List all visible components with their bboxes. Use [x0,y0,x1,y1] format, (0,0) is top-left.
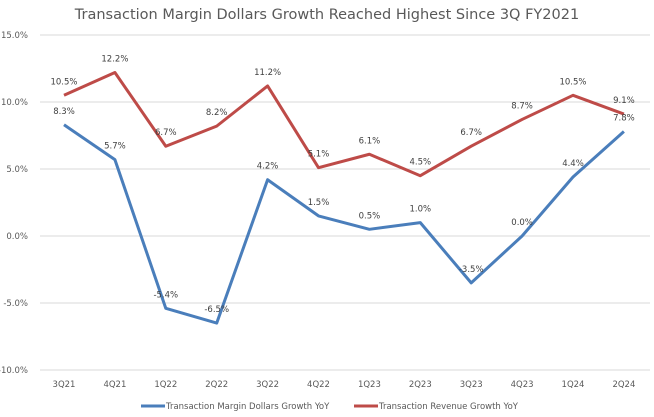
x-tick-label: 1Q24 [562,380,585,390]
data-label-margin: 0.0% [511,218,533,228]
y-tick-label: 0.0% [6,232,28,242]
data-label-margin: 1.5% [308,198,330,208]
x-tick-label: 3Q22 [256,380,279,390]
data-label-revenue: 6.7% [155,128,177,138]
data-label-revenue: 6.1% [359,136,381,146]
data-label-revenue: 4.5% [409,158,431,168]
data-label-margin: -6.5% [204,305,229,315]
x-tick-label: 3Q23 [460,380,483,390]
data-label-revenue: 10.5% [50,77,77,87]
data-label-margin: 1.0% [409,205,431,215]
x-tick-label: 4Q22 [307,380,330,390]
data-label-margin: -5.4% [153,290,178,300]
data-label-revenue: 6.7% [460,128,482,138]
y-tick-label: -5.0% [3,299,28,309]
series-lines [63,71,625,325]
data-labels: 10.5% 12.2% 6.7% 8.2% 11.2% 5.1% 6.1% 4.5% 6.7% 8… [50,55,634,316]
data-label-margin: 5.7% [104,142,126,152]
y-tick-label: 15.0% [1,31,28,41]
data-label-revenue: 8.2% [206,108,228,118]
x-tick-label: 2Q24 [612,380,635,390]
y-tick-label: 10.0% [1,98,28,108]
data-label-revenue: 10.5% [559,77,586,87]
data-label-margin: 7.8% [613,113,635,123]
x-tick-label: 1Q22 [154,380,177,390]
x-tick-label: 2Q22 [205,380,228,390]
data-label-margin: -3.5% [459,265,484,275]
data-label-margin: 0.5% [359,211,381,221]
data-label-revenue: 11.2% [254,68,281,78]
series-line-margin [63,123,625,325]
data-label-margin: 4.2% [257,162,279,172]
y-tick-label: 5.0% [6,165,28,175]
x-tick-label: 1Q23 [358,380,381,390]
data-label-revenue: 9.1% [613,96,635,106]
legend-label-margin: Transaction Margin Dollars Growth YoY [165,402,330,412]
x-tick-label: 4Q23 [511,380,534,390]
legend-label-revenue: Transaction Revenue Growth YoY [378,402,519,412]
data-label-revenue: 12.2% [101,55,128,65]
data-label-margin: 8.3% [53,107,75,117]
x-tick-label: 3Q21 [53,380,76,390]
legend: Transaction Margin Dollars Growth YoY Tr… [141,402,519,412]
y-axis-ticks: 15.0% 10.0% 5.0% 0.0% -5.0% -10.0% [0,31,28,376]
chart-title: Transaction Margin Dollars Growth Reache… [74,7,579,23]
x-tick-label: 2Q23 [409,380,432,390]
series-line-revenue [63,71,625,178]
y-tick-label: -10.0% [0,366,28,376]
data-label-margin: 4.4% [562,159,584,169]
data-label-revenue: 8.7% [511,101,533,111]
x-tick-label: 4Q21 [103,380,126,390]
data-label-revenue: 5.1% [308,150,330,160]
x-axis-ticks: 3Q21 4Q21 1Q22 2Q22 3Q22 4Q22 1Q23 2Q23 3Q23 4Q23… [53,380,636,390]
